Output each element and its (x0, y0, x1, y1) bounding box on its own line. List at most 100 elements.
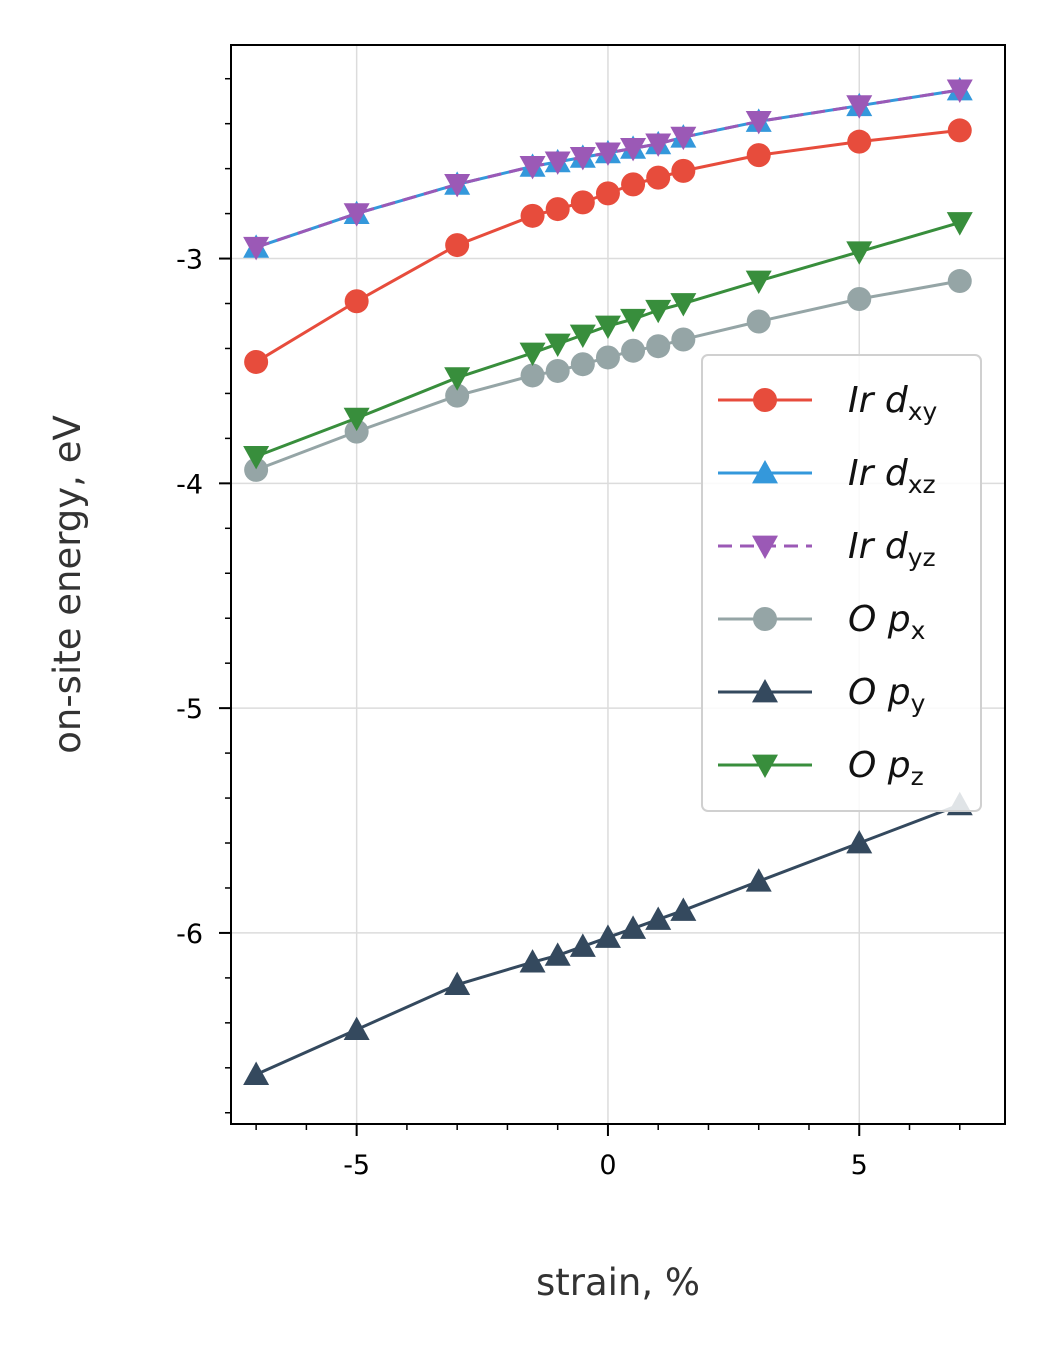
series-2 (243, 79, 973, 261)
legend-label: Ir dxz (848, 453, 936, 499)
y-axis-label: on-site energy, eV (46, 415, 89, 754)
data-point (520, 203, 545, 228)
data-point (595, 181, 620, 206)
x-axis-label: strain, % (536, 1261, 700, 1304)
legend-marker (752, 535, 778, 559)
x-tick-label: -5 (343, 1150, 370, 1181)
data-point (946, 79, 973, 103)
data-point (846, 830, 873, 854)
data-point (343, 203, 370, 227)
legend-item: Ir dyz (718, 526, 936, 572)
series-layer (243, 76, 973, 1085)
data-point (645, 299, 672, 324)
data-point (569, 146, 596, 171)
data-point (519, 949, 546, 973)
data-point (620, 138, 647, 162)
data-point (519, 342, 546, 366)
data-point (544, 942, 571, 966)
data-point (620, 915, 647, 939)
data-point (444, 367, 471, 391)
data-point (544, 333, 571, 357)
data-point (595, 345, 620, 370)
legend-item: O py (718, 672, 926, 718)
data-point (746, 309, 771, 334)
data-point (946, 212, 973, 236)
data-point (244, 349, 269, 374)
data-point (444, 173, 471, 198)
legend-marker (753, 607, 777, 631)
y-tick-label: -4 (176, 469, 203, 500)
data-point (947, 269, 972, 294)
data-point (570, 352, 595, 377)
data-point (670, 126, 697, 151)
data-point (671, 158, 696, 183)
y-tick-label: -5 (176, 694, 203, 725)
series-0 (244, 118, 972, 374)
data-point (645, 906, 672, 930)
y-tick-label: -6 (176, 919, 203, 950)
data-point (520, 363, 545, 388)
data-point (343, 407, 370, 432)
legend-item: O pz (718, 745, 924, 791)
data-point (645, 133, 672, 157)
data-point (344, 419, 369, 444)
data-point (670, 293, 697, 317)
axis-ticks: -5 0 5 -3 -4 -5 -6 (176, 77, 961, 1181)
data-point (445, 233, 470, 258)
legend: Ir dxy Ir dxz Ir dyz O px O py O pz (701, 354, 982, 812)
legend-label: O px (848, 599, 925, 645)
data-point (444, 971, 471, 996)
data-point (243, 445, 270, 470)
legend-item: O px (718, 599, 925, 645)
data-point (344, 289, 369, 314)
data-point (620, 308, 647, 333)
data-point (545, 358, 570, 383)
legend-marker (752, 460, 778, 484)
y-tick-label: -3 (176, 245, 203, 276)
data-point (545, 197, 570, 222)
data-point (947, 118, 972, 143)
x-tick-label: 0 (599, 1150, 616, 1181)
data-point (746, 143, 771, 168)
legend-marker (752, 679, 778, 703)
legend-item: Ir dxz (718, 453, 936, 499)
legend-item: Ir dxy (718, 380, 938, 426)
data-point (745, 111, 772, 135)
data-point (594, 315, 621, 339)
data-point (847, 129, 872, 154)
legend-label: O py (848, 672, 926, 718)
data-point (244, 457, 269, 482)
data-point (671, 327, 696, 352)
data-point (569, 324, 596, 348)
legend-box (701, 354, 982, 812)
data-point (745, 270, 772, 295)
legend-marker (753, 388, 777, 412)
data-point (343, 1016, 370, 1040)
data-point (646, 334, 671, 359)
legend-label: Ir dxy (848, 380, 938, 426)
data-point (243, 236, 270, 261)
data-point (846, 241, 873, 265)
series-3 (244, 269, 972, 482)
data-point (847, 287, 872, 312)
data-point (670, 897, 697, 921)
data-point (594, 142, 621, 166)
data-point (594, 924, 621, 948)
series-5 (243, 212, 973, 470)
data-point (846, 95, 873, 119)
x-tick-label: 5 (851, 1150, 868, 1181)
legend-label: O pz (848, 745, 924, 791)
legend-label: Ir dyz (848, 526, 936, 572)
data-point (621, 338, 646, 363)
data-point (745, 868, 772, 892)
data-point (570, 190, 595, 215)
legend-marker (752, 754, 778, 778)
data-point (646, 165, 671, 190)
data-point (519, 155, 546, 180)
data-point (569, 933, 596, 957)
data-point (243, 1061, 270, 1085)
data-point (621, 172, 646, 197)
data-point (544, 151, 571, 175)
data-point (445, 383, 470, 408)
